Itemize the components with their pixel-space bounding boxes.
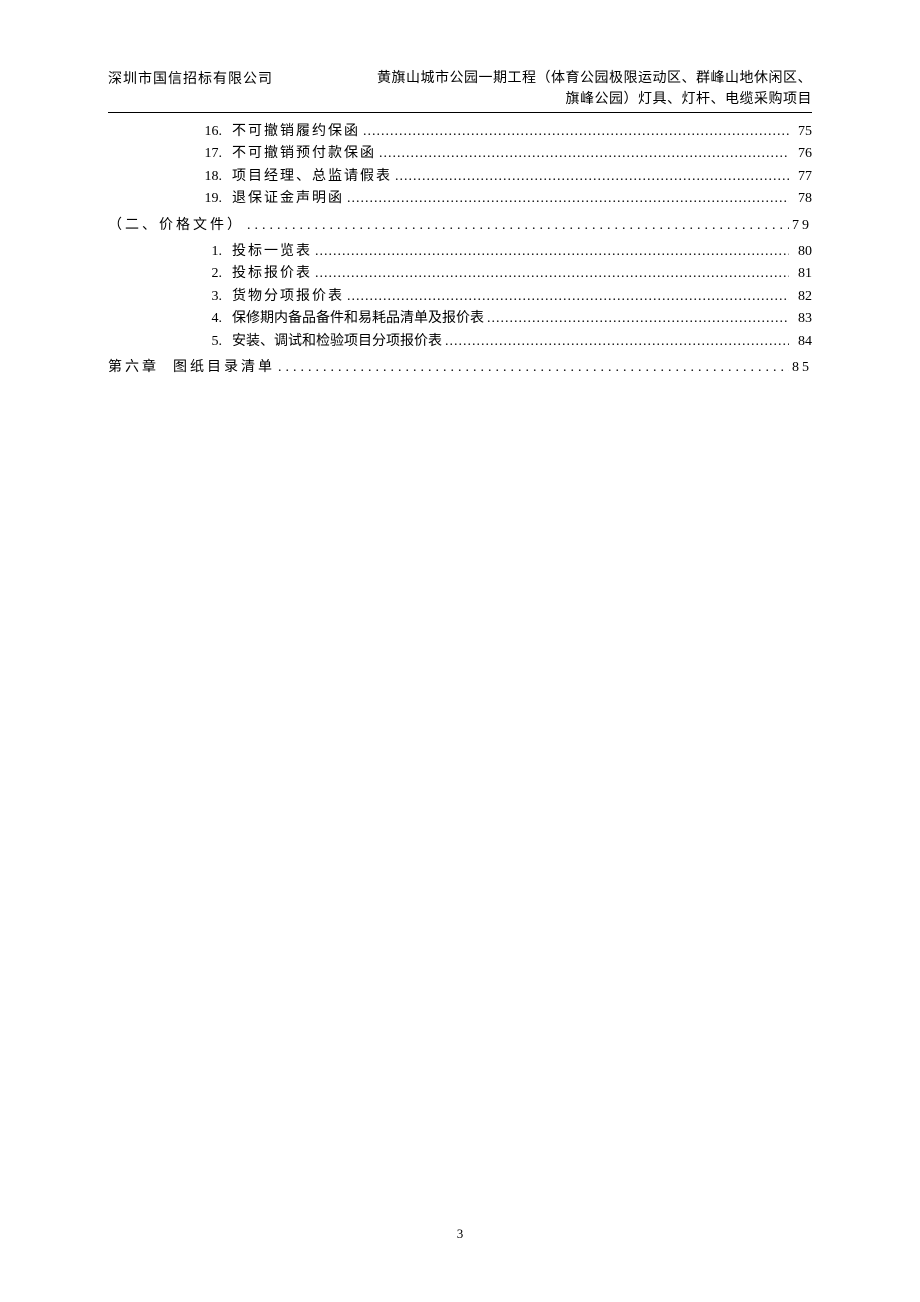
toc-item-page: 84 (792, 331, 812, 353)
toc-container: 16. 不可撤销履约保函 ...........................… (108, 121, 812, 379)
toc-chapter-label: 第六章 (108, 357, 159, 379)
toc-item: 18. 项目经理、总监请假表 .........................… (108, 166, 812, 188)
toc-item: 3. 货物分项报价表 .............................… (108, 286, 812, 308)
toc-leader-dots: ........................................… (347, 286, 789, 308)
toc-item: 17. 不可撤销预付款保函 ..........................… (108, 143, 812, 165)
toc-leader-dots: ........................................… (445, 331, 789, 353)
toc-section: （二、价格文件） ...............................… (108, 215, 812, 237)
document-page: 深圳市国信招标有限公司 黄旗山城市公园一期工程（体育公园极限运动区、群峰山地休闲… (0, 0, 920, 379)
toc-item-num: 1. (194, 241, 222, 263)
toc-item-title: 保修期内备品备件和易耗品清单及报价表 (232, 308, 484, 330)
toc-item-page: 80 (792, 241, 812, 263)
toc-item-num: 19. (194, 188, 222, 210)
toc-item: 16. 不可撤销履约保函 ...........................… (108, 121, 812, 143)
toc-leader-dots: ........................................… (247, 215, 789, 237)
toc-chapter-page: 85 (792, 357, 812, 379)
toc-item-title: 不可撤销履约保函 (232, 121, 360, 143)
page-header: 深圳市国信招标有限公司 黄旗山城市公园一期工程（体育公园极限运动区、群峰山地休闲… (108, 68, 812, 110)
toc-item-title: 安装、调试和检验项目分项报价表 (232, 331, 442, 353)
toc-item-title: 货物分项报价表 (232, 286, 344, 308)
toc-chapter-title: 图纸目录清单 (173, 357, 275, 379)
toc-item-title: 退保证金声明函 (232, 188, 344, 210)
header-divider (108, 112, 812, 113)
header-company: 深圳市国信招标有限公司 (108, 68, 273, 88)
header-project-line2: 旗峰公园）灯具、灯杆、电缆采购项目 (377, 89, 812, 110)
toc-item-num: 16. (194, 121, 222, 143)
toc-section-page: 79 (792, 215, 812, 237)
toc-item-page: 83 (792, 308, 812, 330)
toc-item-num: 18. (194, 166, 222, 188)
toc-item-page: 77 (792, 166, 812, 188)
toc-item: 19. 退保证金声明函 ............................… (108, 188, 812, 210)
toc-item-num: 5. (194, 331, 222, 353)
toc-leader-dots: ........................................… (347, 188, 789, 210)
toc-item-page: 75 (792, 121, 812, 143)
toc-item: 1. 投标一览表 ...............................… (108, 241, 812, 263)
toc-item-num: 17. (194, 143, 222, 165)
toc-item-title: 投标一览表 (232, 241, 312, 263)
toc-item: 4. 保修期内备品备件和易耗品清单及报价表 ..................… (108, 308, 812, 330)
toc-leader-dots: ........................................… (315, 241, 789, 263)
toc-item-page: 82 (792, 286, 812, 308)
toc-leader-dots: ........................................… (487, 308, 789, 330)
header-project: 黄旗山城市公园一期工程（体育公园极限运动区、群峰山地休闲区、 旗峰公园）灯具、灯… (377, 68, 812, 110)
toc-item-num: 3. (194, 286, 222, 308)
toc-item-page: 78 (792, 188, 812, 210)
toc-item-page: 76 (792, 143, 812, 165)
toc-leader-dots: ........................................… (278, 357, 789, 379)
toc-section-title: （二、价格文件） (108, 215, 244, 237)
toc-item: 5. 安装、调试和检验项目分项报价表 .....................… (108, 331, 812, 353)
page-number: 3 (0, 1226, 920, 1242)
header-project-line1: 黄旗山城市公园一期工程（体育公园极限运动区、群峰山地休闲区、 (377, 68, 812, 89)
toc-item-title: 投标报价表 (232, 263, 312, 285)
toc-leader-dots: ........................................… (363, 121, 789, 143)
toc-leader-dots: ........................................… (395, 166, 789, 188)
toc-leader-dots: ........................................… (379, 143, 789, 165)
toc-leader-dots: ........................................… (315, 263, 789, 285)
toc-item-num: 4. (194, 308, 222, 330)
toc-chapter: 第六章 图纸目录清单 .............................… (108, 357, 812, 379)
toc-item-num: 2. (194, 263, 222, 285)
toc-item: 2. 投标报价表 ...............................… (108, 263, 812, 285)
toc-item-title: 项目经理、总监请假表 (232, 166, 392, 188)
toc-item-title: 不可撤销预付款保函 (232, 143, 376, 165)
toc-item-page: 81 (792, 263, 812, 285)
